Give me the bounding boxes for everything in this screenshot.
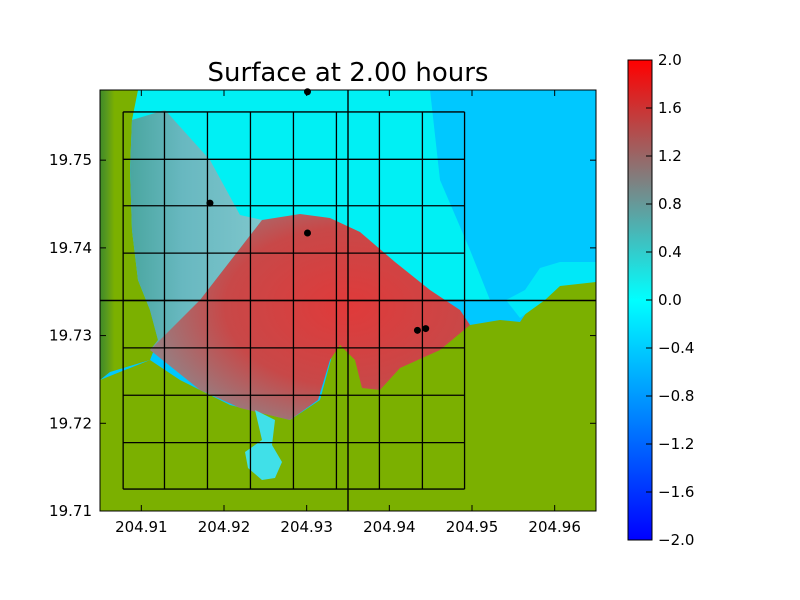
colorbar-tick-label-4: 0.4 bbox=[658, 243, 682, 261]
colorbar-tick-label-8: −1.2 bbox=[658, 435, 694, 453]
gauge-point-2 bbox=[303, 229, 311, 237]
y-tick-label-4: 19.75 bbox=[49, 151, 92, 169]
x-tick-label-2: 204.93 bbox=[280, 518, 333, 536]
colorbar-tick-label-1: 1.6 bbox=[658, 99, 682, 117]
colorbar-tick-label-0: 2.0 bbox=[658, 51, 682, 69]
colorbar-tick-label-5: 0.0 bbox=[658, 291, 682, 309]
crosshair bbox=[100, 90, 596, 511]
y-tick-label-1: 19.72 bbox=[49, 414, 92, 432]
x-tick-label-5: 204.96 bbox=[528, 518, 581, 536]
inlet bbox=[245, 410, 282, 480]
colorbar-tick-label-2: 1.2 bbox=[658, 147, 682, 165]
land bbox=[100, 90, 158, 380]
y-tick-label-2: 19.73 bbox=[49, 327, 92, 345]
x-axis: 204.91 204.92 204.93 204.94 204.95 204.96 bbox=[115, 90, 581, 536]
colorbar-ticks: 2.0 1.6 1.2 0.8 0.4 0.0 −0.4 −0.8 −1.2 −1.6 −2.0 bbox=[646, 51, 694, 549]
gauge-point-1 bbox=[206, 199, 214, 207]
western-inundation bbox=[130, 110, 262, 350]
x-tick-label-1: 204.92 bbox=[198, 518, 251, 536]
y-tick-label-0: 19.71 bbox=[49, 502, 92, 520]
colorbar-tick-label-10: −2.0 bbox=[658, 531, 694, 549]
surge-plume bbox=[150, 214, 470, 420]
gauge-point-4 bbox=[422, 325, 430, 333]
colorbar-tick-label-9: −1.6 bbox=[658, 483, 694, 501]
chart-title: Surface at 2.00 hours bbox=[208, 58, 489, 88]
y-tick-label-3: 19.74 bbox=[49, 239, 92, 257]
colorbar-tick-label-6: −0.4 bbox=[658, 339, 694, 357]
axes-frame bbox=[99, 89, 597, 512]
colorbar-tick-label-3: 0.8 bbox=[658, 195, 682, 213]
gauge-point-0 bbox=[303, 88, 311, 96]
x-tick-label-0: 204.91 bbox=[115, 518, 168, 536]
gauge-point-3 bbox=[413, 326, 421, 334]
coast-detail bbox=[506, 262, 596, 318]
x-tick-label-3: 204.94 bbox=[363, 518, 416, 536]
colorbar-tick-label-7: −0.8 bbox=[658, 387, 694, 405]
y-axis: 19.71 19.72 19.73 19.74 19.75 bbox=[49, 151, 596, 520]
x-tick-label-4: 204.95 bbox=[446, 518, 499, 536]
